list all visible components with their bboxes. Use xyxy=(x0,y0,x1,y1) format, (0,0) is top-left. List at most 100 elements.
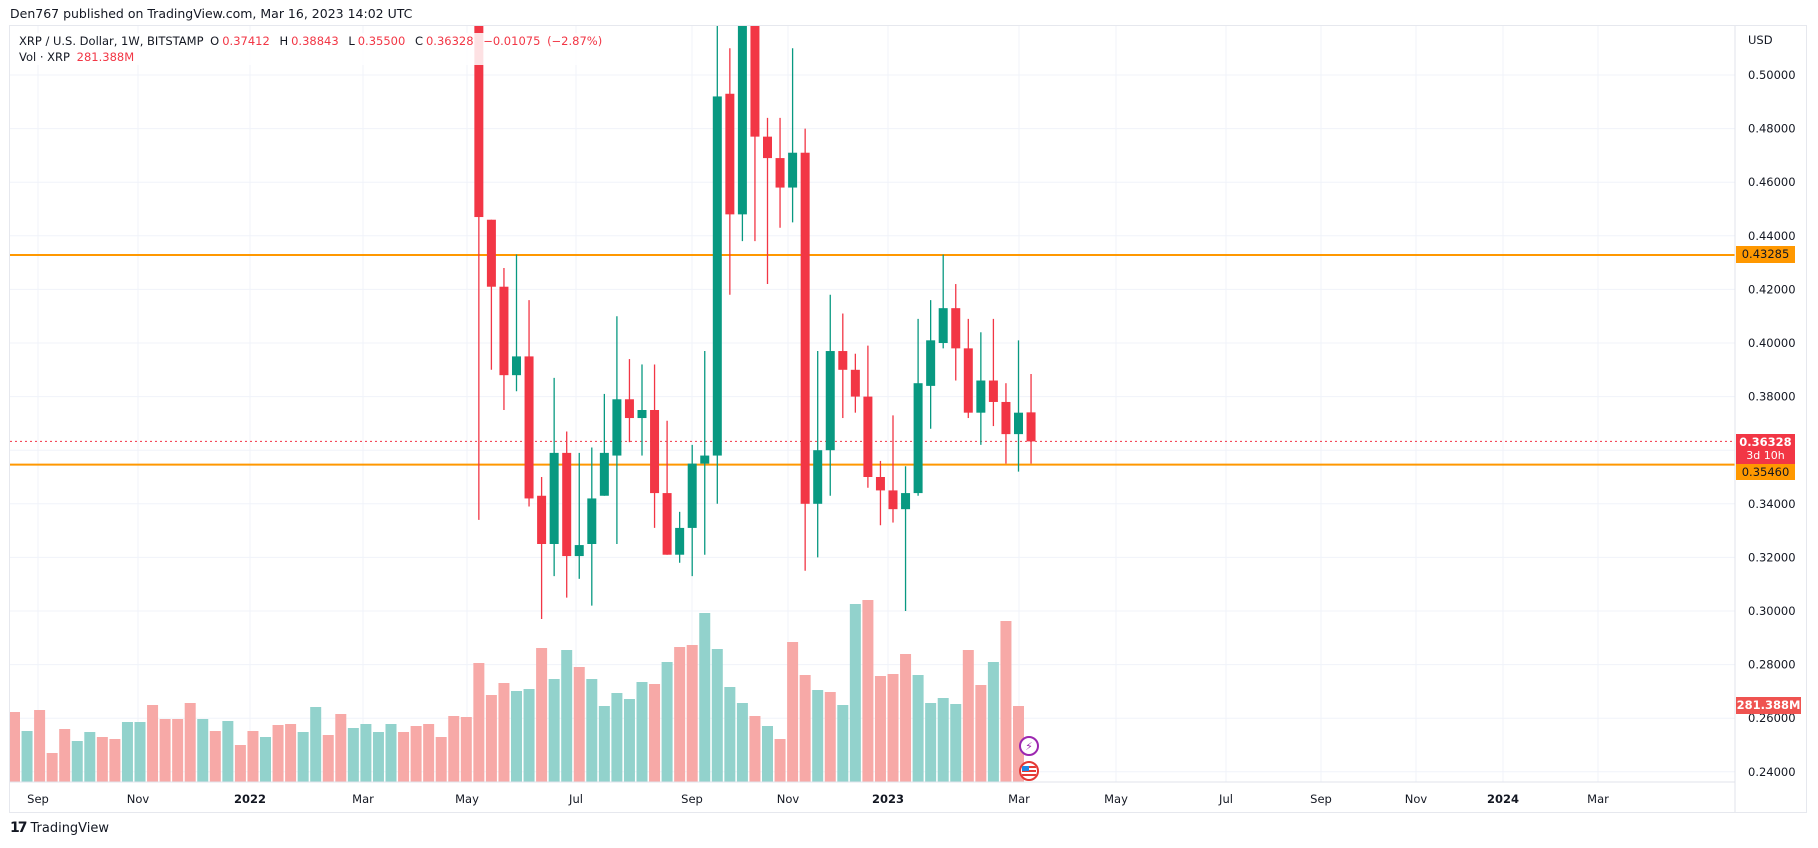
volume-bar xyxy=(197,719,209,782)
candle xyxy=(737,26,747,215)
time-tick: Jul xyxy=(568,792,583,806)
volume-bar xyxy=(900,654,912,782)
candle xyxy=(825,351,835,451)
candle xyxy=(599,452,609,496)
open-value: O 0.37412 xyxy=(210,34,270,48)
volume-bar xyxy=(711,649,723,782)
candle xyxy=(800,152,810,504)
candle xyxy=(775,158,785,188)
candle xyxy=(875,477,885,491)
volume-bar xyxy=(21,731,33,782)
volume-bar xyxy=(410,726,422,782)
volume-value: 281.388M xyxy=(76,50,135,64)
volume-bar xyxy=(799,675,811,782)
candle xyxy=(637,410,647,419)
volume-bar xyxy=(699,613,711,782)
volume-bar xyxy=(925,703,937,782)
volume-bar xyxy=(824,692,836,782)
candle xyxy=(951,308,961,349)
candle xyxy=(700,455,710,464)
volume-bar xyxy=(975,685,987,782)
candle xyxy=(1026,412,1036,442)
volume-bar xyxy=(523,689,535,782)
candle xyxy=(624,399,634,419)
volume-title[interactable]: Vol · XRP xyxy=(19,50,70,64)
volume-bar xyxy=(159,719,171,782)
volume-bar xyxy=(398,732,410,782)
volume-bar xyxy=(184,703,196,782)
candle xyxy=(1014,412,1023,435)
volume-bar xyxy=(787,642,799,782)
price-tick: 0.24000 xyxy=(1748,765,1796,779)
volume-bar xyxy=(272,725,284,782)
low-value: L 0.35500 xyxy=(348,34,406,48)
candle xyxy=(587,498,597,544)
volume-bar xyxy=(84,732,96,782)
time-tick: Nov xyxy=(777,792,800,806)
volume-bar xyxy=(109,739,121,782)
split-event-icon[interactable]: ⚡ xyxy=(1019,736,1039,756)
candle xyxy=(888,490,898,510)
volume-bar xyxy=(849,604,861,782)
volume-bar xyxy=(234,745,246,782)
time-tick: 2023 xyxy=(872,792,904,806)
candle xyxy=(725,93,735,215)
volume-bar xyxy=(260,737,271,782)
tradingview-logo-icon: 17 xyxy=(10,820,28,836)
volume-bar xyxy=(586,679,598,782)
volume-bar xyxy=(121,722,133,782)
volume-bar xyxy=(285,724,297,782)
candle xyxy=(612,399,622,456)
volume-bar xyxy=(774,739,786,782)
resistance-price-tag: 0.43285 xyxy=(1736,246,1795,263)
chart-frame xyxy=(9,25,1807,813)
candle xyxy=(938,308,948,343)
time-tick: Mar xyxy=(1008,792,1030,806)
price-tick: 0.34000 xyxy=(1748,497,1796,511)
symbol-title[interactable]: XRP / U.S. Dollar, 1W, BITSTAMP xyxy=(19,34,204,48)
publish-info: Den767 published on TradingView.com, Mar… xyxy=(10,6,413,21)
brand-name[interactable]: TradingView xyxy=(30,820,110,836)
price-tick: 0.32000 xyxy=(1748,550,1796,564)
candle xyxy=(662,493,672,555)
price-tick: 0.42000 xyxy=(1748,282,1796,296)
change-percent: (−2.87%) xyxy=(547,34,603,48)
volume-bar xyxy=(448,716,460,782)
candle xyxy=(750,26,760,137)
high-value: H 0.38843 xyxy=(279,34,339,48)
volume-bar xyxy=(360,724,372,782)
volume-bar xyxy=(147,705,159,782)
volume-bar xyxy=(385,724,397,782)
volume-bar xyxy=(736,703,748,782)
volume-bar xyxy=(762,726,773,782)
volume-bar xyxy=(987,662,999,782)
ohlc-row: XRP / U.S. Dollar, 1W, BITSTAMP O 0.37412… xyxy=(19,33,605,49)
volume-tag: 281.388M xyxy=(1736,697,1801,714)
price-tick: 0.40000 xyxy=(1748,336,1796,350)
time-tick: Sep xyxy=(681,792,703,806)
chart-legend: XRP / U.S. Dollar, 1W, BITSTAMP O 0.37412… xyxy=(17,33,608,65)
candle xyxy=(813,450,823,504)
candle xyxy=(474,26,484,218)
volume-bar xyxy=(812,690,824,782)
last-price-tag: 0.36328 3d 10h xyxy=(1736,434,1795,465)
time-tick: Mar xyxy=(352,792,374,806)
volume-bar xyxy=(485,695,497,782)
volume-bar xyxy=(172,719,184,782)
price-tick: 0.26000 xyxy=(1748,711,1796,725)
candle xyxy=(687,463,697,528)
candle xyxy=(763,136,772,159)
volume-bar xyxy=(498,683,510,782)
time-tick: Sep xyxy=(1310,792,1332,806)
volume-bar xyxy=(96,737,108,782)
volume-bar xyxy=(649,684,661,782)
volume-bar xyxy=(962,650,974,782)
volume-bar xyxy=(322,735,334,782)
volume-bar xyxy=(34,710,46,782)
volume-bar xyxy=(222,721,234,782)
dividend-event-flag-icon[interactable] xyxy=(1019,761,1039,781)
support-price-tag: 0.35460 xyxy=(1736,464,1795,480)
volume-bar xyxy=(10,712,20,782)
volume-bar xyxy=(561,650,573,782)
